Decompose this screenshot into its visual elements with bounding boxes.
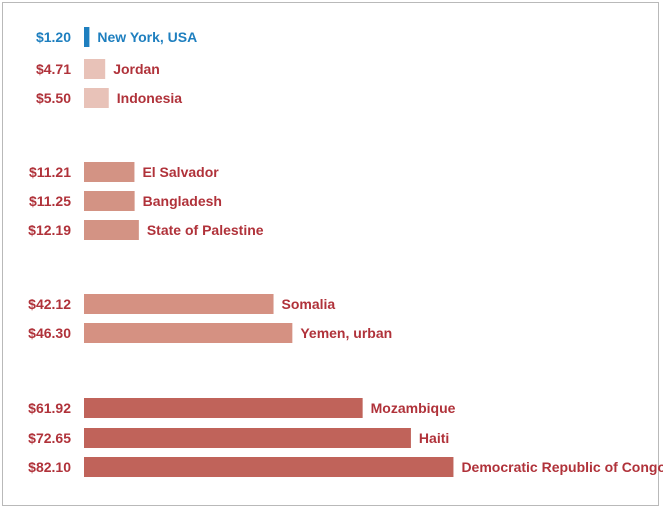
category-label-democratic-republic-of-congo: Democratic Republic of Congo <box>461 459 663 475</box>
value-label-haiti: $72.65 <box>28 430 71 446</box>
bar-somalia <box>84 294 274 314</box>
bar-democratic-republic-of-congo <box>84 457 454 477</box>
category-label-indonesia: Indonesia <box>117 90 183 106</box>
value-label-democratic-republic-of-congo: $82.10 <box>28 459 71 475</box>
value-label-state-of-palestine: $12.19 <box>28 222 71 238</box>
category-label-bangladesh: Bangladesh <box>143 193 222 209</box>
category-label-jordan: Jordan <box>113 61 160 77</box>
bar-bangladesh <box>84 191 135 211</box>
category-label-el-salvador: El Salvador <box>142 164 219 180</box>
category-label-haiti: Haiti <box>419 430 449 446</box>
category-label-yemen-urban: Yemen, urban <box>300 325 392 341</box>
value-label-jordan: $4.71 <box>36 61 71 77</box>
category-label-new-york-usa: New York, USA <box>97 29 197 45</box>
bar-el-salvador <box>84 162 135 182</box>
value-label-mozambique: $61.92 <box>28 400 71 416</box>
bar-haiti <box>84 428 411 448</box>
bar-new-york-usa <box>84 27 90 47</box>
value-label-el-salvador: $11.21 <box>29 164 71 180</box>
value-label-somalia: $42.12 <box>28 296 71 312</box>
bar-state-of-palestine <box>84 220 139 240</box>
bar-jordan <box>84 59 106 79</box>
value-label-new-york-usa: $1.20 <box>36 29 71 45</box>
bar-indonesia <box>84 88 109 108</box>
category-label-mozambique: Mozambique <box>371 400 456 416</box>
bar-yemen-urban <box>84 323 293 343</box>
category-label-state-of-palestine: State of Palestine <box>147 222 264 238</box>
value-label-yemen-urban: $46.30 <box>28 325 71 341</box>
chart-frame <box>2 2 659 506</box>
category-label-somalia: Somalia <box>282 296 336 312</box>
value-label-bangladesh: $11.25 <box>29 193 71 209</box>
value-label-indonesia: $5.50 <box>36 90 71 106</box>
bar-mozambique <box>84 398 363 418</box>
